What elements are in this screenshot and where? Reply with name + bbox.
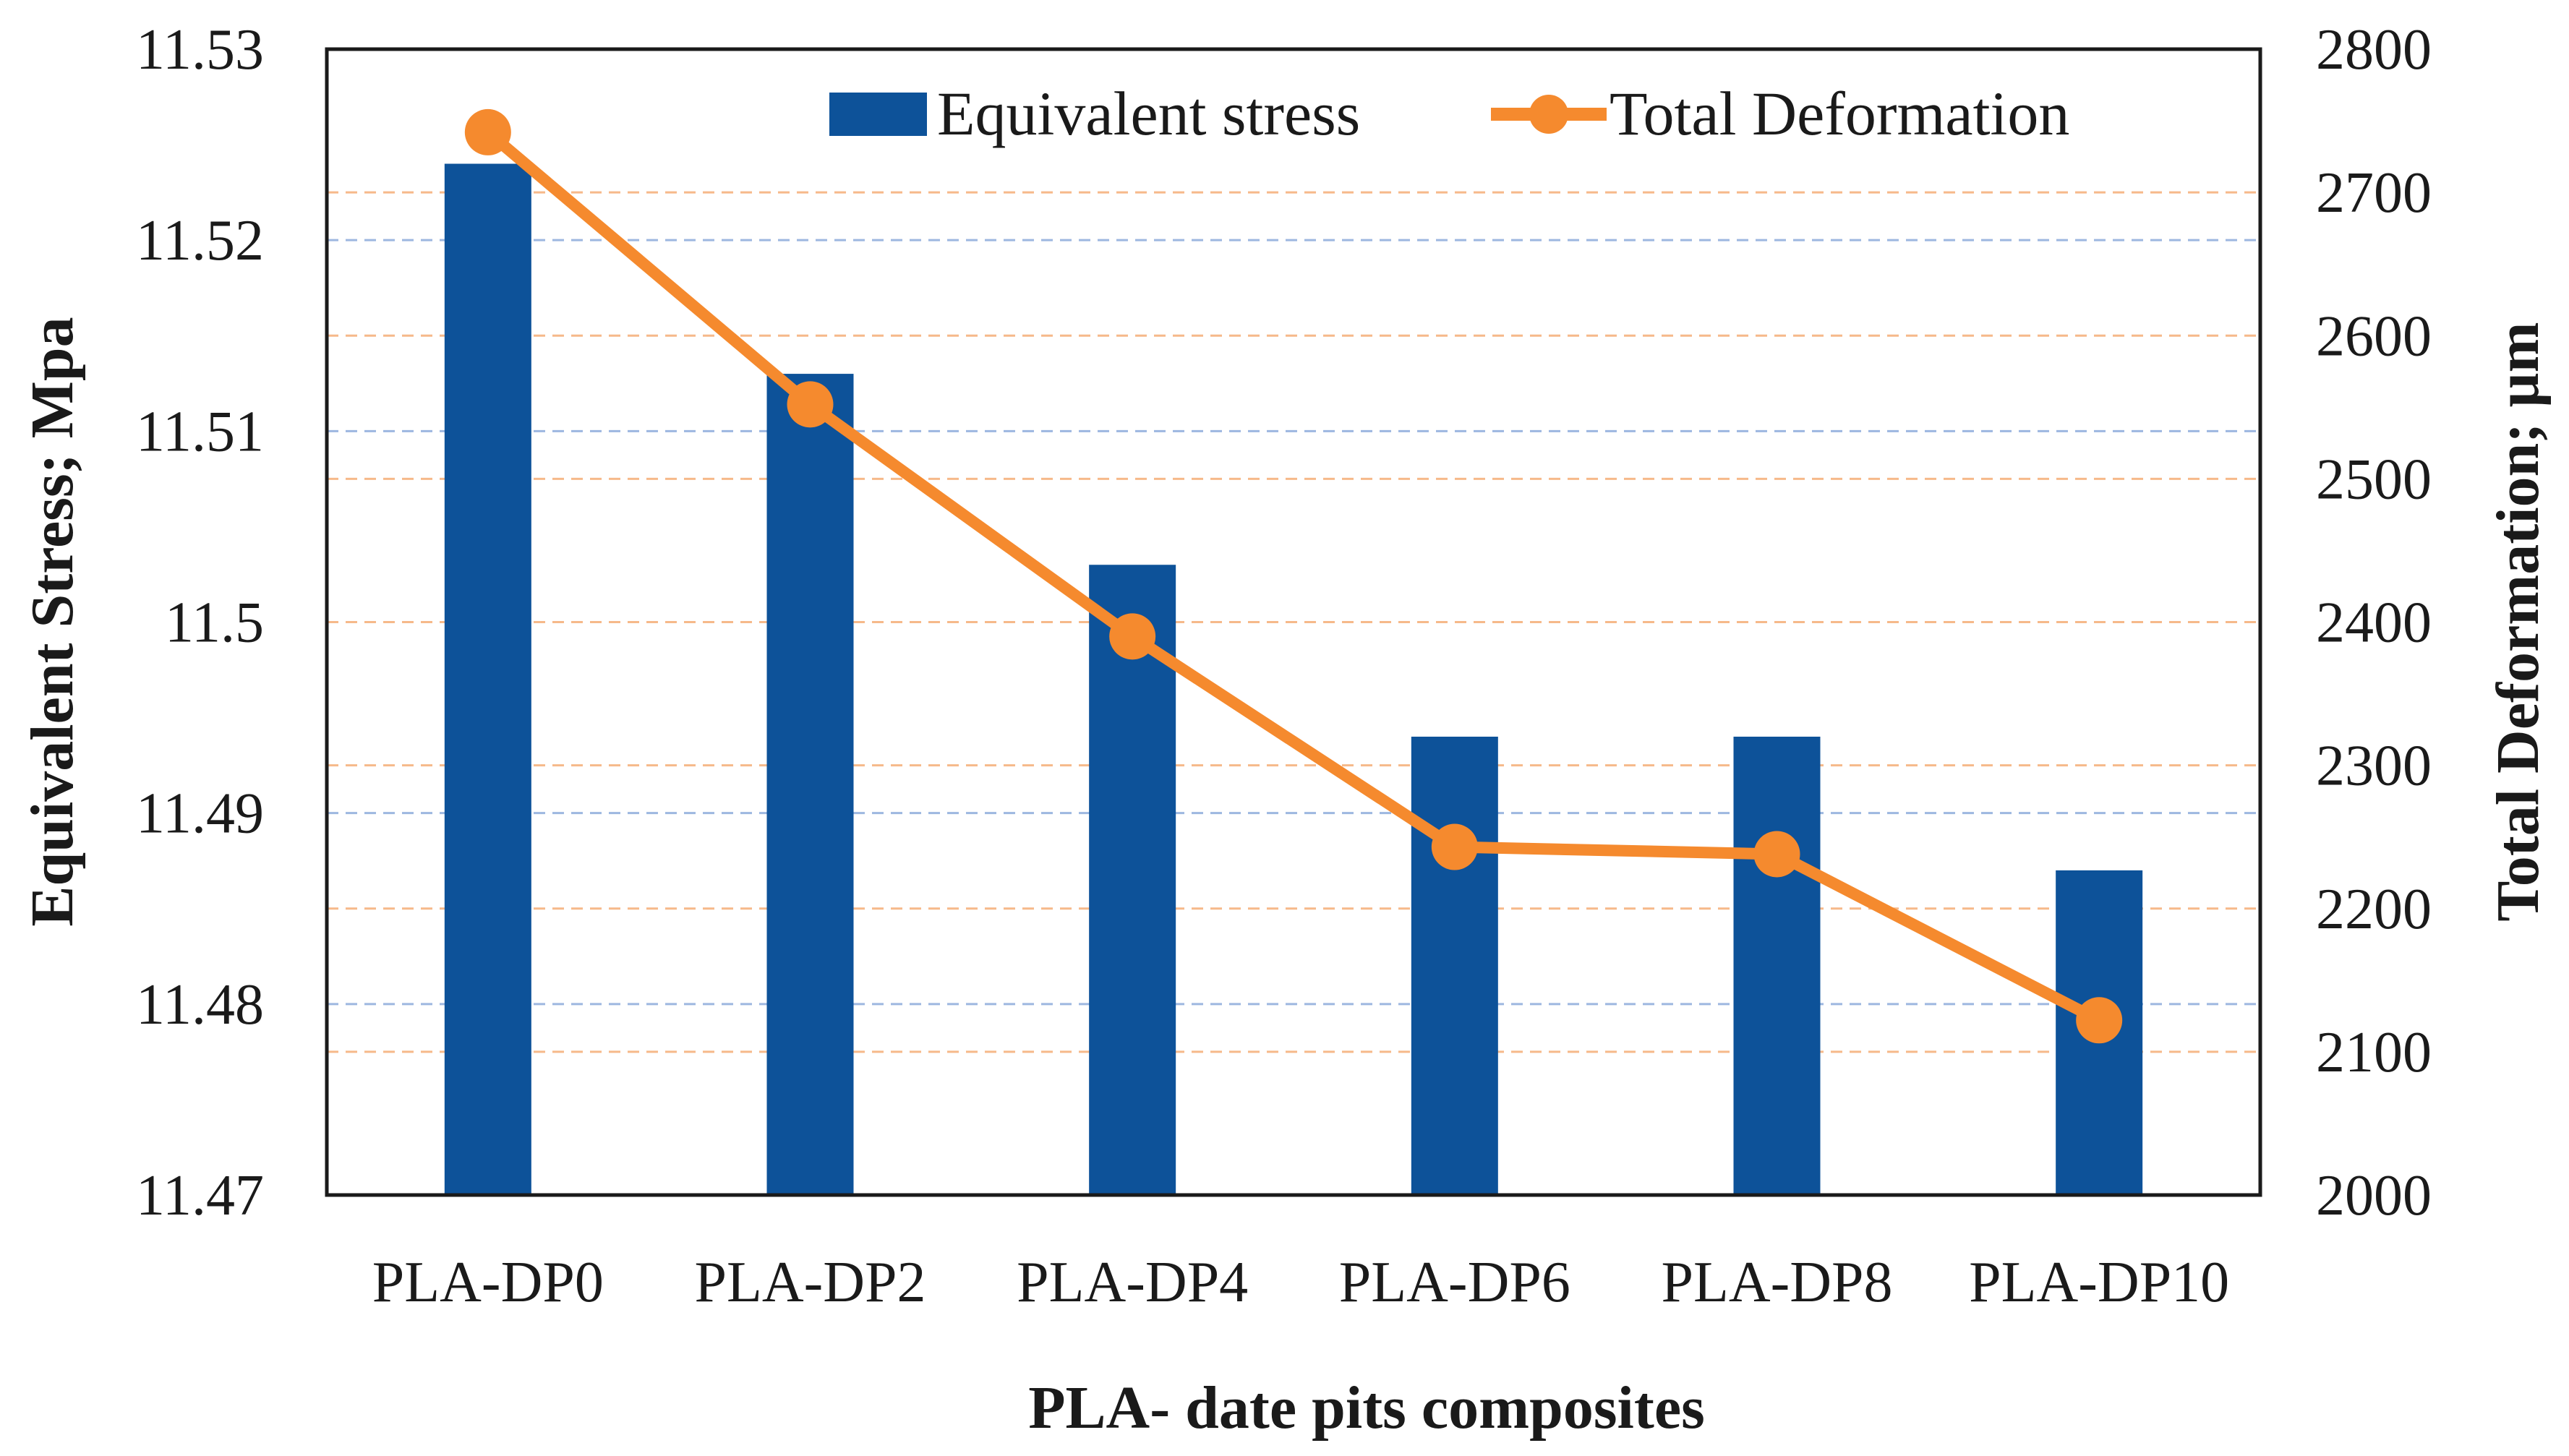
x-tick-label: PLA-DP2 — [694, 1251, 926, 1314]
left-tick-label: 11.48 — [136, 973, 264, 1037]
point-pla-dp2 — [787, 381, 834, 428]
left-axis-title: Equivalent Stress; Mpa — [19, 317, 86, 926]
left-axis-ticks: 11.47 11.48 11.49 11.5 11.51 11.52 11.53 — [136, 18, 264, 1228]
x-tick-label: PLA-DP10 — [1969, 1251, 2229, 1314]
right-tick-label: 2700 — [2316, 161, 2432, 225]
plot-frame — [325, 47, 2262, 1197]
x-tick-label: PLA-DP0 — [372, 1251, 604, 1314]
x-tick-label: PLA-DP4 — [1017, 1251, 1248, 1314]
bar-pla-dp0 — [444, 163, 531, 1195]
point-pla-dp4 — [1109, 613, 1156, 660]
right-axis-title: Total Deformation; µm — [2484, 322, 2552, 921]
bar-pla-dp6 — [1411, 737, 1498, 1195]
x-axis-title: PLA- date pits composites — [1028, 1374, 1705, 1442]
right-tick-label: 2100 — [2316, 1021, 2432, 1084]
bar-pla-dp2 — [766, 374, 854, 1196]
right-tick-label: 2600 — [2316, 304, 2432, 368]
right-tick-label: 2400 — [2316, 591, 2432, 655]
deformation-line — [484, 127, 2102, 1026]
legend-line-label: Total Deformation — [1610, 79, 2069, 148]
left-tick-label: 11.52 — [136, 209, 264, 273]
point-pla-dp8 — [1753, 831, 1800, 878]
right-axis-ticks: 2000 2100 2200 2300 2400 2500 2600 2700 2800 — [2316, 18, 2432, 1228]
point-pla-dp0 — [464, 108, 511, 155]
legend-bar-swatch — [829, 93, 927, 136]
point-pla-dp10 — [2076, 997, 2123, 1044]
right-tick-label: 2800 — [2316, 18, 2432, 82]
left-tick-label: 11.51 — [136, 400, 264, 463]
legend-line-marker — [1529, 95, 1568, 134]
line-series — [464, 108, 2123, 1044]
x-tick-label: PLA-DP8 — [1661, 1251, 1892, 1314]
legend-bar-label: Equivalent stress — [937, 79, 1360, 148]
right-tick-label: 2300 — [2316, 735, 2432, 798]
bar-pla-dp8 — [1733, 737, 1821, 1195]
right-tick-label: 2500 — [2316, 447, 2432, 511]
right-gridlines — [327, 191, 2260, 1053]
left-tick-label: 11.47 — [136, 1164, 264, 1228]
point-pla-dp6 — [1431, 823, 1478, 870]
x-axis-ticks: PLA-DP0 PLA-DP2 PLA-DP4 PLA-DP6 PLA-DP8 PLA-D… — [372, 1251, 2229, 1314]
left-tick-label: 11.53 — [136, 18, 264, 82]
left-tick-label: 11.49 — [136, 782, 264, 846]
legend: Equivalent stress Total Deformation — [829, 79, 2069, 148]
x-tick-label: PLA-DP6 — [1339, 1251, 1570, 1314]
bar-pla-dp4 — [1089, 565, 1176, 1195]
right-tick-label: 2000 — [2316, 1164, 2432, 1228]
right-tick-label: 2200 — [2316, 878, 2432, 941]
left-tick-label: 11.5 — [165, 591, 264, 655]
